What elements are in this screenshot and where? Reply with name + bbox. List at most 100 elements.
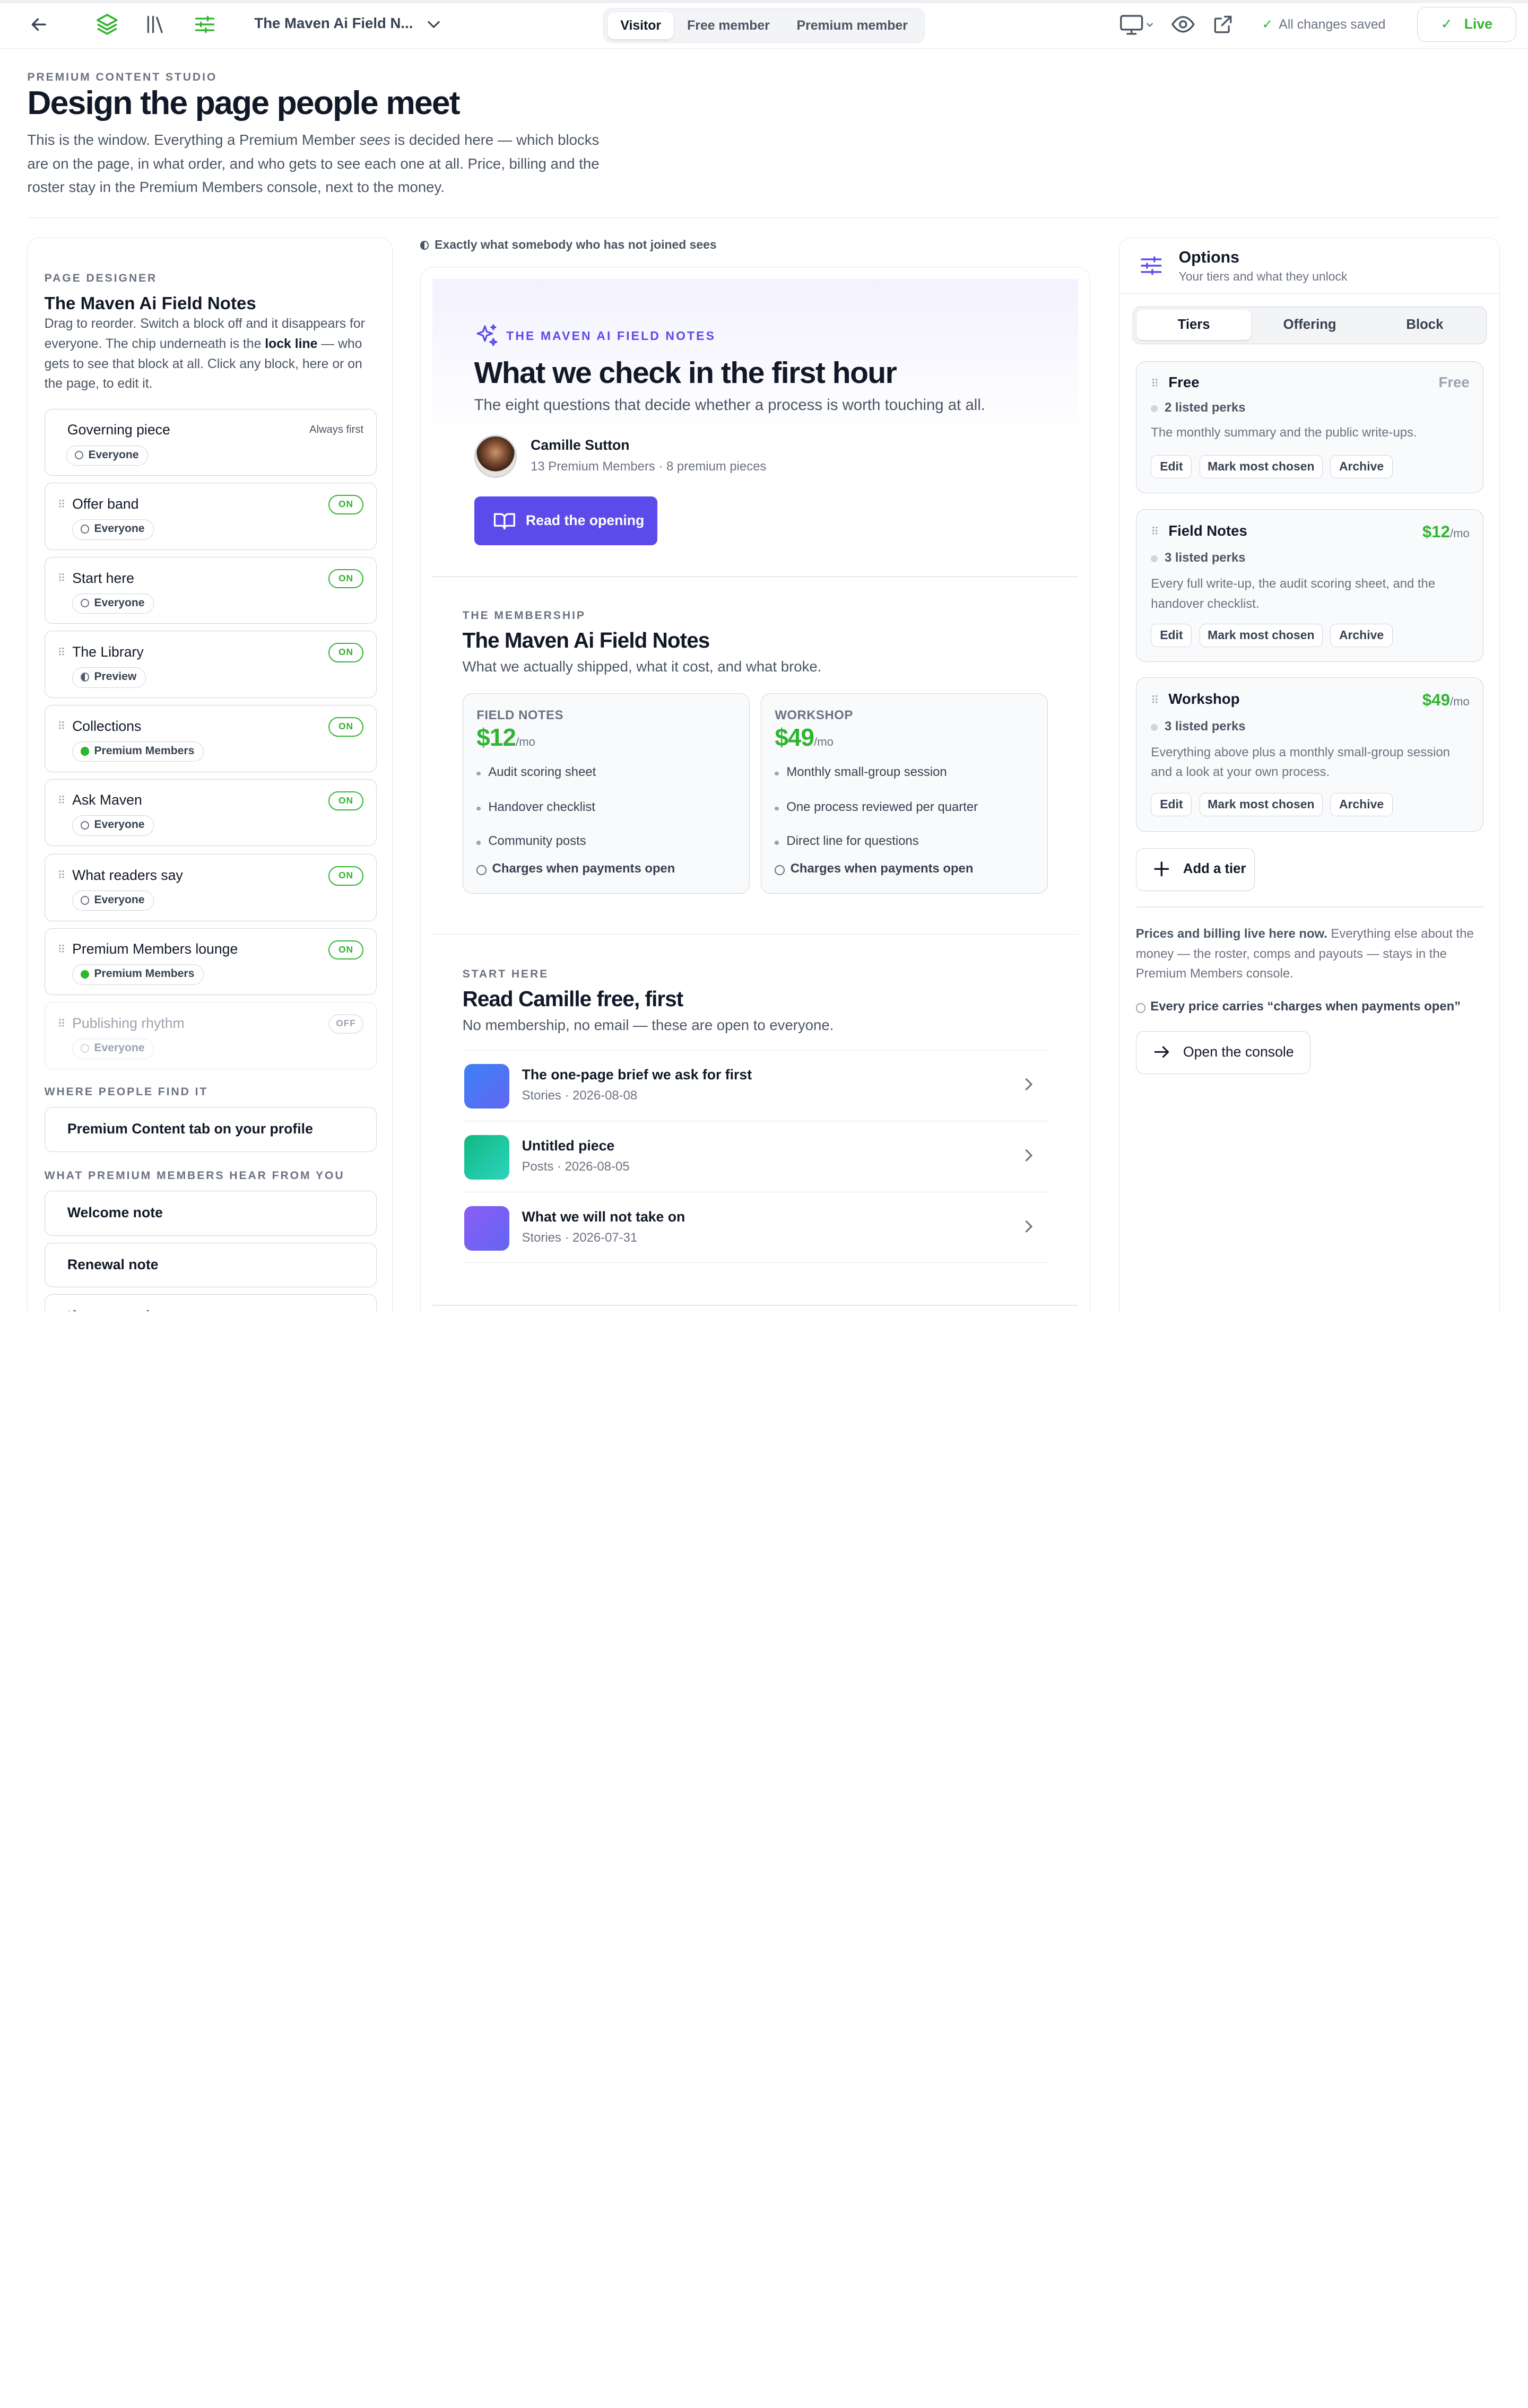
live-button[interactable]: ✓ Live	[1417, 6, 1516, 42]
open-console-button[interactable]: Open the console	[1135, 1031, 1310, 1075]
block-ask-maven[interactable]: ⠿ Ask Maven ON Everyone	[44, 779, 377, 847]
view-free-member[interactable]: Free member	[687, 19, 770, 33]
tier-description: The monthly summary and the public write…	[1151, 425, 1417, 440]
archive-button[interactable]: Archive	[1330, 623, 1393, 647]
library-icon[interactable]	[142, 11, 169, 38]
lock-chip[interactable]: Everyone	[66, 445, 149, 466]
view-premium-member[interactable]: Premium member	[796, 19, 908, 33]
tier-price: Free	[1438, 374, 1470, 391]
block-governing-piece[interactable]: Governing piece Always first Everyone	[44, 408, 377, 476]
half-circle-icon	[80, 673, 90, 682]
drag-handle-icon[interactable]: ⠿	[57, 647, 66, 659]
sliders-icon[interactable]	[191, 11, 218, 38]
layers-icon[interactable]	[93, 11, 120, 38]
list-item[interactable]: The one-page brief we ask for first Stor…	[462, 1050, 1049, 1121]
welcome-note-item[interactable]: Welcome note	[44, 1191, 377, 1236]
drag-handle-icon[interactable]: ⠿	[1151, 378, 1159, 390]
drag-handle-icon[interactable]: ⠿	[57, 1018, 66, 1030]
live-check-icon: ✓	[1440, 15, 1453, 32]
hero-section[interactable]: THE MAVEN AI FIELD NOTES What we check i…	[432, 279, 1079, 577]
item-title: What we will not take on	[522, 1209, 685, 1225]
drag-handle-icon[interactable]: ⠿	[1151, 694, 1159, 706]
drag-handle-icon[interactable]: ⠿	[57, 721, 66, 733]
lock-chip[interactable]: Everyone	[72, 890, 154, 911]
back-arrow-icon[interactable]	[27, 13, 50, 36]
mark-most-chosen-button[interactable]: Mark most chosen	[1200, 793, 1323, 817]
where-item[interactable]: Premium Content tab on your profile	[44, 1107, 377, 1152]
leaving-note-item[interactable]: If someone leaves	[44, 1294, 377, 1312]
tier-option-field-notes[interactable]: ⠿ Field Notes $12/mo 3 listed perks Ever…	[1135, 509, 1484, 662]
chevron-down-icon[interactable]	[423, 14, 444, 35]
lock-chip[interactable]: Everyone	[72, 593, 154, 614]
hero-subtitle: The eight questions that decide whether …	[474, 396, 986, 414]
block-premium-members-lounge[interactable]: ⠿ Premium Members lounge ON Premium Memb…	[44, 928, 377, 996]
edit-button[interactable]: Edit	[1151, 623, 1192, 647]
lock-chip[interactable]: Everyone	[72, 815, 154, 836]
block-start-here[interactable]: ⠿ Start here ON Everyone	[44, 556, 377, 624]
list-item[interactable]: Untitled piece Posts · 2026-08-05	[462, 1121, 1049, 1192]
renewal-note-item[interactable]: Renewal note	[44, 1242, 377, 1288]
drag-handle-icon[interactable]: ⠿	[57, 499, 66, 511]
block-the-library[interactable]: ⠿ The Library ON Preview	[44, 631, 377, 699]
block-toggle[interactable]: ON	[328, 717, 364, 737]
tier-option-workshop[interactable]: ⠿ Workshop $49/mo 3 listed perks Everyth…	[1135, 677, 1484, 832]
monitor-icon[interactable]	[1114, 11, 1158, 38]
view-visitor[interactable]: Visitor	[607, 12, 674, 40]
block-collections[interactable]: ⠿ Collections ON Premium Members	[44, 704, 377, 772]
archive-button[interactable]: Archive	[1330, 793, 1393, 817]
tier-card-field-notes[interactable]: FIELD NOTES $12/mo Audit scoring sheet H…	[462, 693, 750, 894]
tab-offering[interactable]: Offering	[1283, 317, 1336, 333]
drag-handle-icon[interactable]: ⠿	[57, 870, 66, 882]
tier-card-workshop[interactable]: WORKSHOP $49/mo Monthly small-group sess…	[760, 693, 1048, 894]
block-toggle[interactable]: OFF	[328, 1014, 364, 1034]
tab-tiers[interactable]: Tiers	[1136, 310, 1252, 341]
block-toggle[interactable]: ON	[328, 643, 364, 663]
drag-handle-icon[interactable]: ⠿	[57, 944, 66, 956]
cta-label: Read the opening	[525, 512, 645, 528]
hero-title: What we check in the first hour	[474, 355, 897, 390]
membership-subtitle: What we actually shipped, what it cost, …	[462, 658, 822, 675]
block-toggle[interactable]: ON	[328, 569, 364, 589]
read-opening-button[interactable]: Read the opening	[474, 496, 657, 545]
edit-button[interactable]: Edit	[1151, 455, 1192, 478]
lock-chip[interactable]: Everyone	[72, 1039, 154, 1059]
lock-chip[interactable]: Premium Members	[72, 964, 204, 985]
mark-most-chosen-button[interactable]: Mark most chosen	[1200, 623, 1323, 647]
tier-name: Workshop	[1168, 691, 1240, 708]
block-toggle[interactable]: ON	[328, 866, 364, 886]
tier-option-free[interactable]: ⠿ Free Free 2 listed perks The monthly s…	[1135, 361, 1484, 494]
block-toggle[interactable]: ON	[328, 495, 364, 514]
lock-chip[interactable]: Preview	[72, 667, 146, 688]
header-divider	[27, 217, 1500, 219]
tab-block[interactable]: Block	[1406, 317, 1444, 333]
filled-dot-icon	[80, 747, 90, 756]
lock-chip[interactable]: Premium Members	[72, 741, 204, 762]
external-link-icon[interactable]	[1209, 11, 1236, 38]
drag-handle-icon[interactable]: ⠿	[1151, 526, 1159, 538]
block-toggle[interactable]: ON	[328, 940, 364, 960]
drag-handle-icon[interactable]: ⠿	[57, 795, 66, 807]
edit-button[interactable]: Edit	[1151, 793, 1192, 817]
add-tier-button[interactable]: Add a tier	[1135, 848, 1255, 891]
tier-name: FIELD NOTES	[476, 708, 564, 723]
block-toggle[interactable]: ON	[328, 791, 364, 811]
eye-icon[interactable]	[1169, 11, 1196, 38]
preview-note-text: Exactly what somebody who has not joined…	[435, 238, 717, 252]
block-publishing-rhythm[interactable]: ⠿ Publishing rhythm OFF Everyone	[44, 1002, 377, 1069]
block-what-readers-say[interactable]: ⠿ What readers say ON Everyone	[44, 853, 377, 921]
document-title[interactable]: The Maven Ai Field N...	[254, 14, 413, 31]
block-offer-band[interactable]: ⠿ Offer band ON Everyone	[44, 483, 377, 550]
live-label: Live	[1464, 15, 1492, 32]
author-name: Camille Sutton	[531, 437, 630, 453]
mark-most-chosen-button[interactable]: Mark most chosen	[1200, 455, 1323, 478]
lock-chip[interactable]: Everyone	[72, 519, 154, 540]
lock-chip-label: Everyone	[94, 596, 145, 609]
section-divider	[432, 576, 1079, 578]
designer-description: Drag to reorder. Switch a block off and …	[45, 314, 376, 394]
tier-price-unit: /mo	[1450, 526, 1470, 540]
archive-button[interactable]: Archive	[1330, 455, 1393, 478]
list-item[interactable]: What we will not take on Stories · 2026-…	[462, 1192, 1049, 1263]
billing-note-rest: Everything else about the money — the ro…	[1135, 927, 1474, 981]
start-subtitle: No membership, no email — these are open…	[462, 1016, 834, 1033]
drag-handle-icon[interactable]: ⠿	[57, 573, 66, 585]
